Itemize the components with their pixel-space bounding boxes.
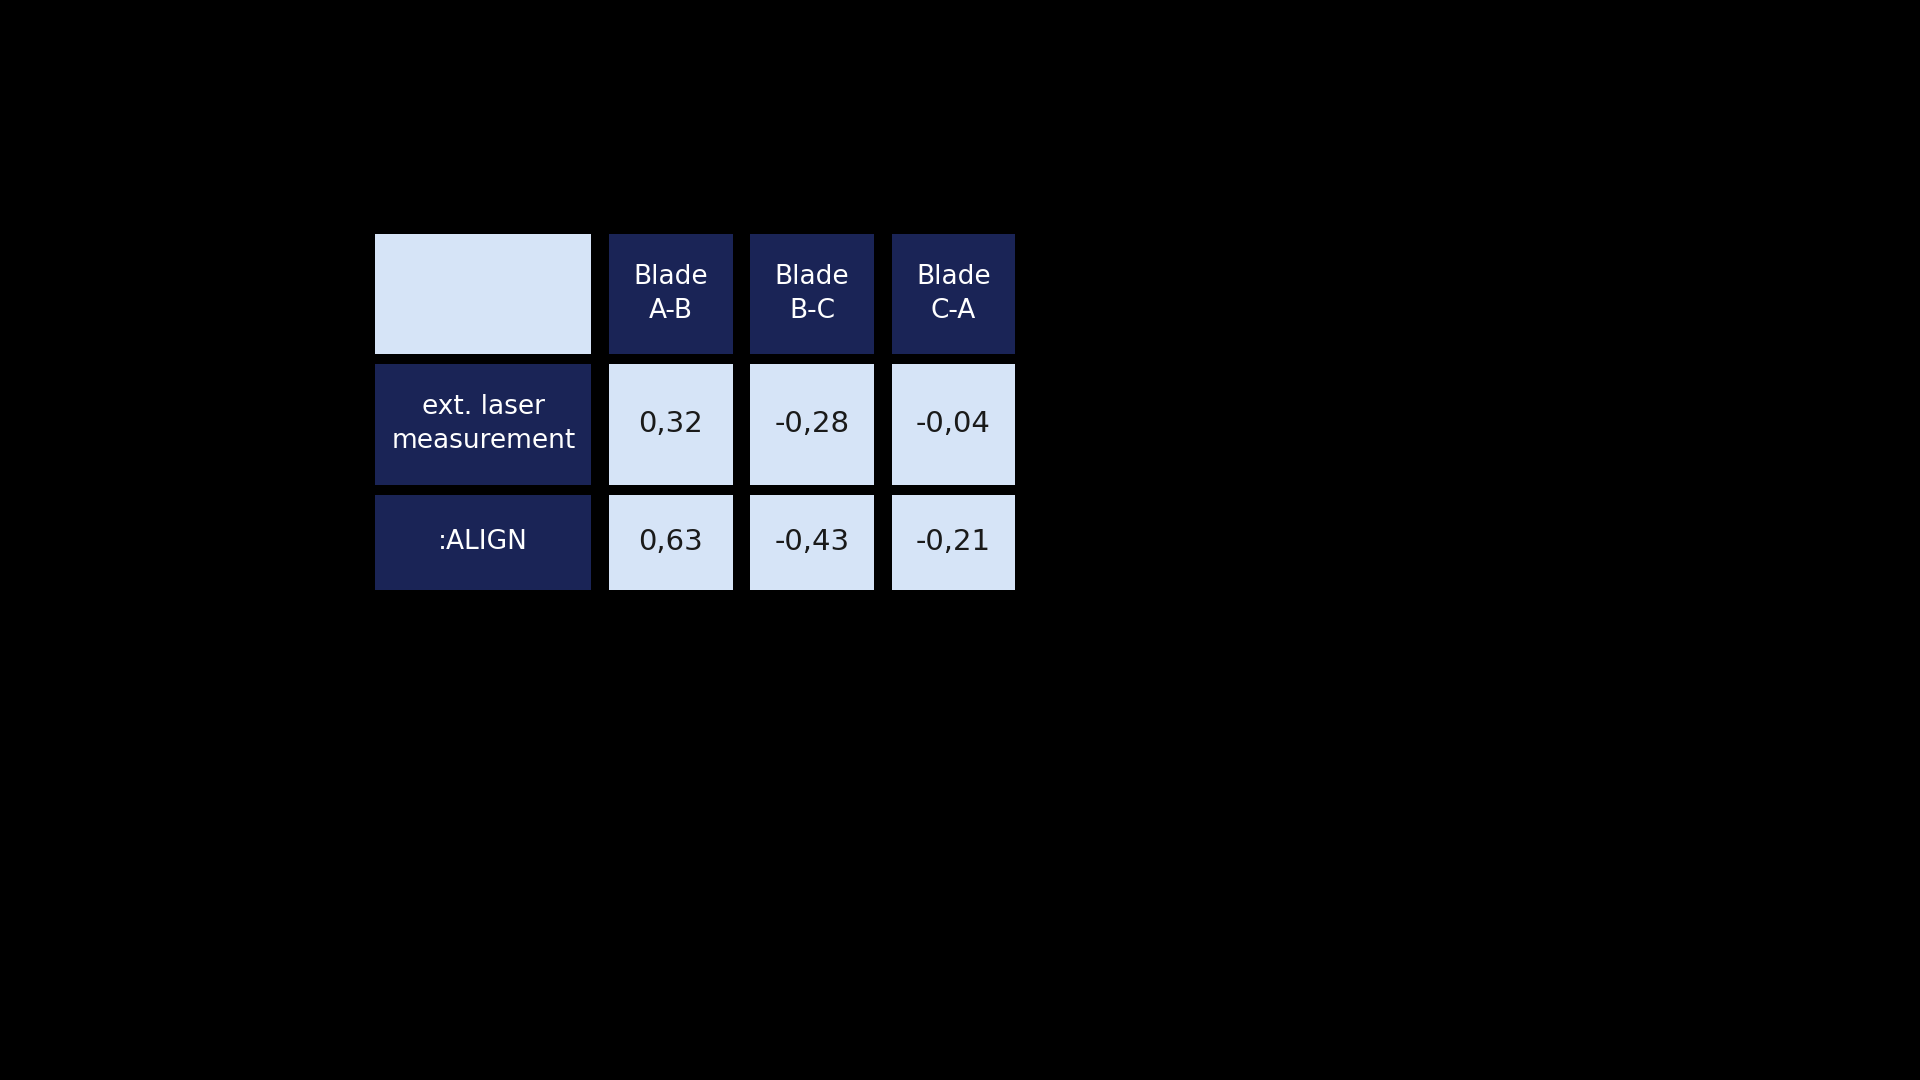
FancyBboxPatch shape <box>751 364 874 485</box>
Text: -0,04: -0,04 <box>916 410 991 438</box>
Text: -0,43: -0,43 <box>774 528 851 556</box>
FancyBboxPatch shape <box>891 364 1016 485</box>
FancyBboxPatch shape <box>609 233 733 354</box>
Text: Blade
A-B: Blade A-B <box>634 264 708 324</box>
FancyBboxPatch shape <box>891 495 1016 591</box>
FancyBboxPatch shape <box>751 233 874 354</box>
Text: 0,32: 0,32 <box>639 410 703 438</box>
Text: -0,21: -0,21 <box>916 528 991 556</box>
Text: :ALIGN: :ALIGN <box>438 529 528 555</box>
Text: Blade
C-A: Blade C-A <box>916 264 991 324</box>
Text: Blade
B-C: Blade B-C <box>776 264 849 324</box>
FancyBboxPatch shape <box>751 495 874 591</box>
Text: -0,28: -0,28 <box>774 410 851 438</box>
FancyBboxPatch shape <box>376 364 591 485</box>
FancyBboxPatch shape <box>376 495 591 591</box>
FancyBboxPatch shape <box>376 233 591 354</box>
FancyBboxPatch shape <box>891 233 1016 354</box>
Text: 0,63: 0,63 <box>639 528 703 556</box>
FancyBboxPatch shape <box>609 495 733 591</box>
Text: ext. laser
measurement: ext. laser measurement <box>392 394 576 455</box>
FancyBboxPatch shape <box>609 364 733 485</box>
